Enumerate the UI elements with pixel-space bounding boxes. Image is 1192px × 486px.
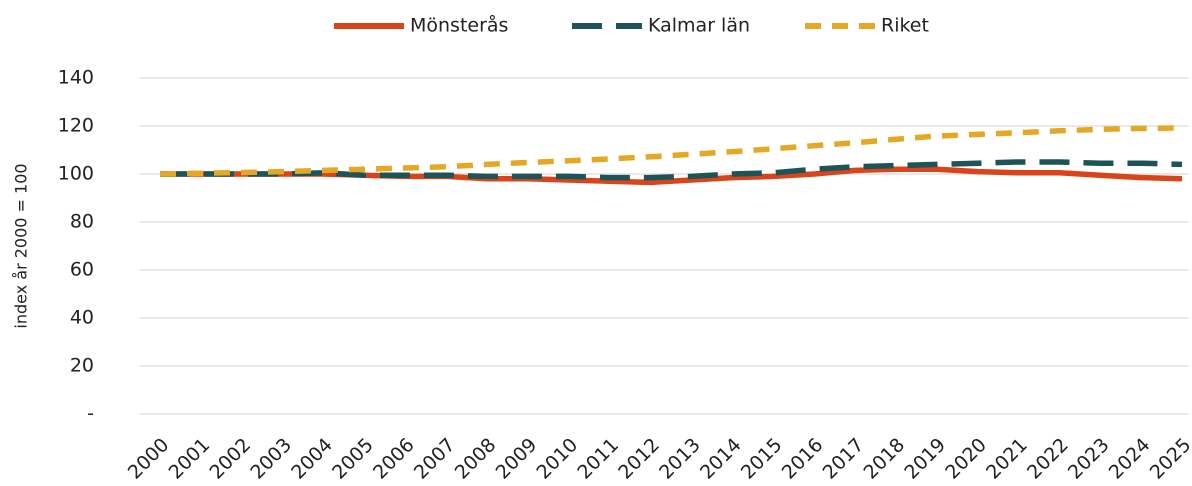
x-tick-label: 2021 <box>982 434 1032 484</box>
y-tick-label: 20 <box>70 355 94 377</box>
data-line <box>159 125 1183 177</box>
y-tick-label: 40 <box>70 307 94 329</box>
x-tick-label: 2005 <box>328 434 378 484</box>
x-tick-label: 2004 <box>287 434 337 484</box>
y-tick-label: 140 <box>58 67 94 89</box>
x-tick-label: 2022 <box>1023 434 1073 484</box>
x-tick-label: 2014 <box>696 434 746 484</box>
x-tick-label: 2013 <box>655 434 705 484</box>
x-tick-label: 2006 <box>369 434 419 484</box>
y-tick-label: 120 <box>58 115 94 137</box>
x-tick-label: 2010 <box>532 434 582 484</box>
y-tick-label: 100 <box>58 163 94 185</box>
data-line <box>160 166 1183 186</box>
x-tick-label: 2025 <box>1146 434 1192 484</box>
x-tick-label: 2012 <box>614 434 664 484</box>
y-tick-label: 60 <box>70 259 94 281</box>
x-tick-label: 2002 <box>205 434 255 484</box>
legend-label: Mönsterås <box>410 14 508 37</box>
x-tick-label: 2011 <box>573 434 623 484</box>
x-tick-label: 2007 <box>410 434 460 484</box>
data-line <box>160 159 1183 181</box>
x-tick-label: 2019 <box>900 434 950 484</box>
x-tick-label: 2016 <box>778 434 828 484</box>
y-tick-label: 80 <box>70 211 94 233</box>
x-tick-label: 2023 <box>1064 434 1114 484</box>
x-tick-label: 2003 <box>246 434 296 484</box>
x-tick-label: 2018 <box>860 434 910 484</box>
x-tick-label: 2000 <box>124 434 174 484</box>
x-tick-label: 2024 <box>1105 434 1155 484</box>
legend-label: Kalmar län <box>648 15 750 37</box>
x-tick-label: 2017 <box>819 434 869 484</box>
legend-label: Riket <box>881 15 929 37</box>
x-tick-label: 2020 <box>941 434 991 484</box>
y-tick-label: - <box>87 403 94 425</box>
x-tick-label: 2001 <box>165 434 215 484</box>
x-tick-label: 2008 <box>451 434 501 484</box>
y-axis-label: index år 2000 = 100 <box>12 163 31 328</box>
x-tick-label: 2015 <box>737 434 787 484</box>
x-tick-label: 2009 <box>492 434 542 484</box>
